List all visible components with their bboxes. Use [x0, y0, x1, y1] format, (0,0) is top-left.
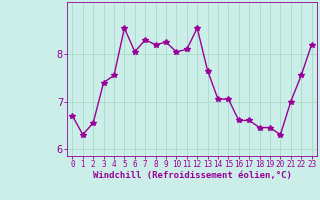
X-axis label: Windchill (Refroidissement éolien,°C): Windchill (Refroidissement éolien,°C): [92, 171, 292, 180]
